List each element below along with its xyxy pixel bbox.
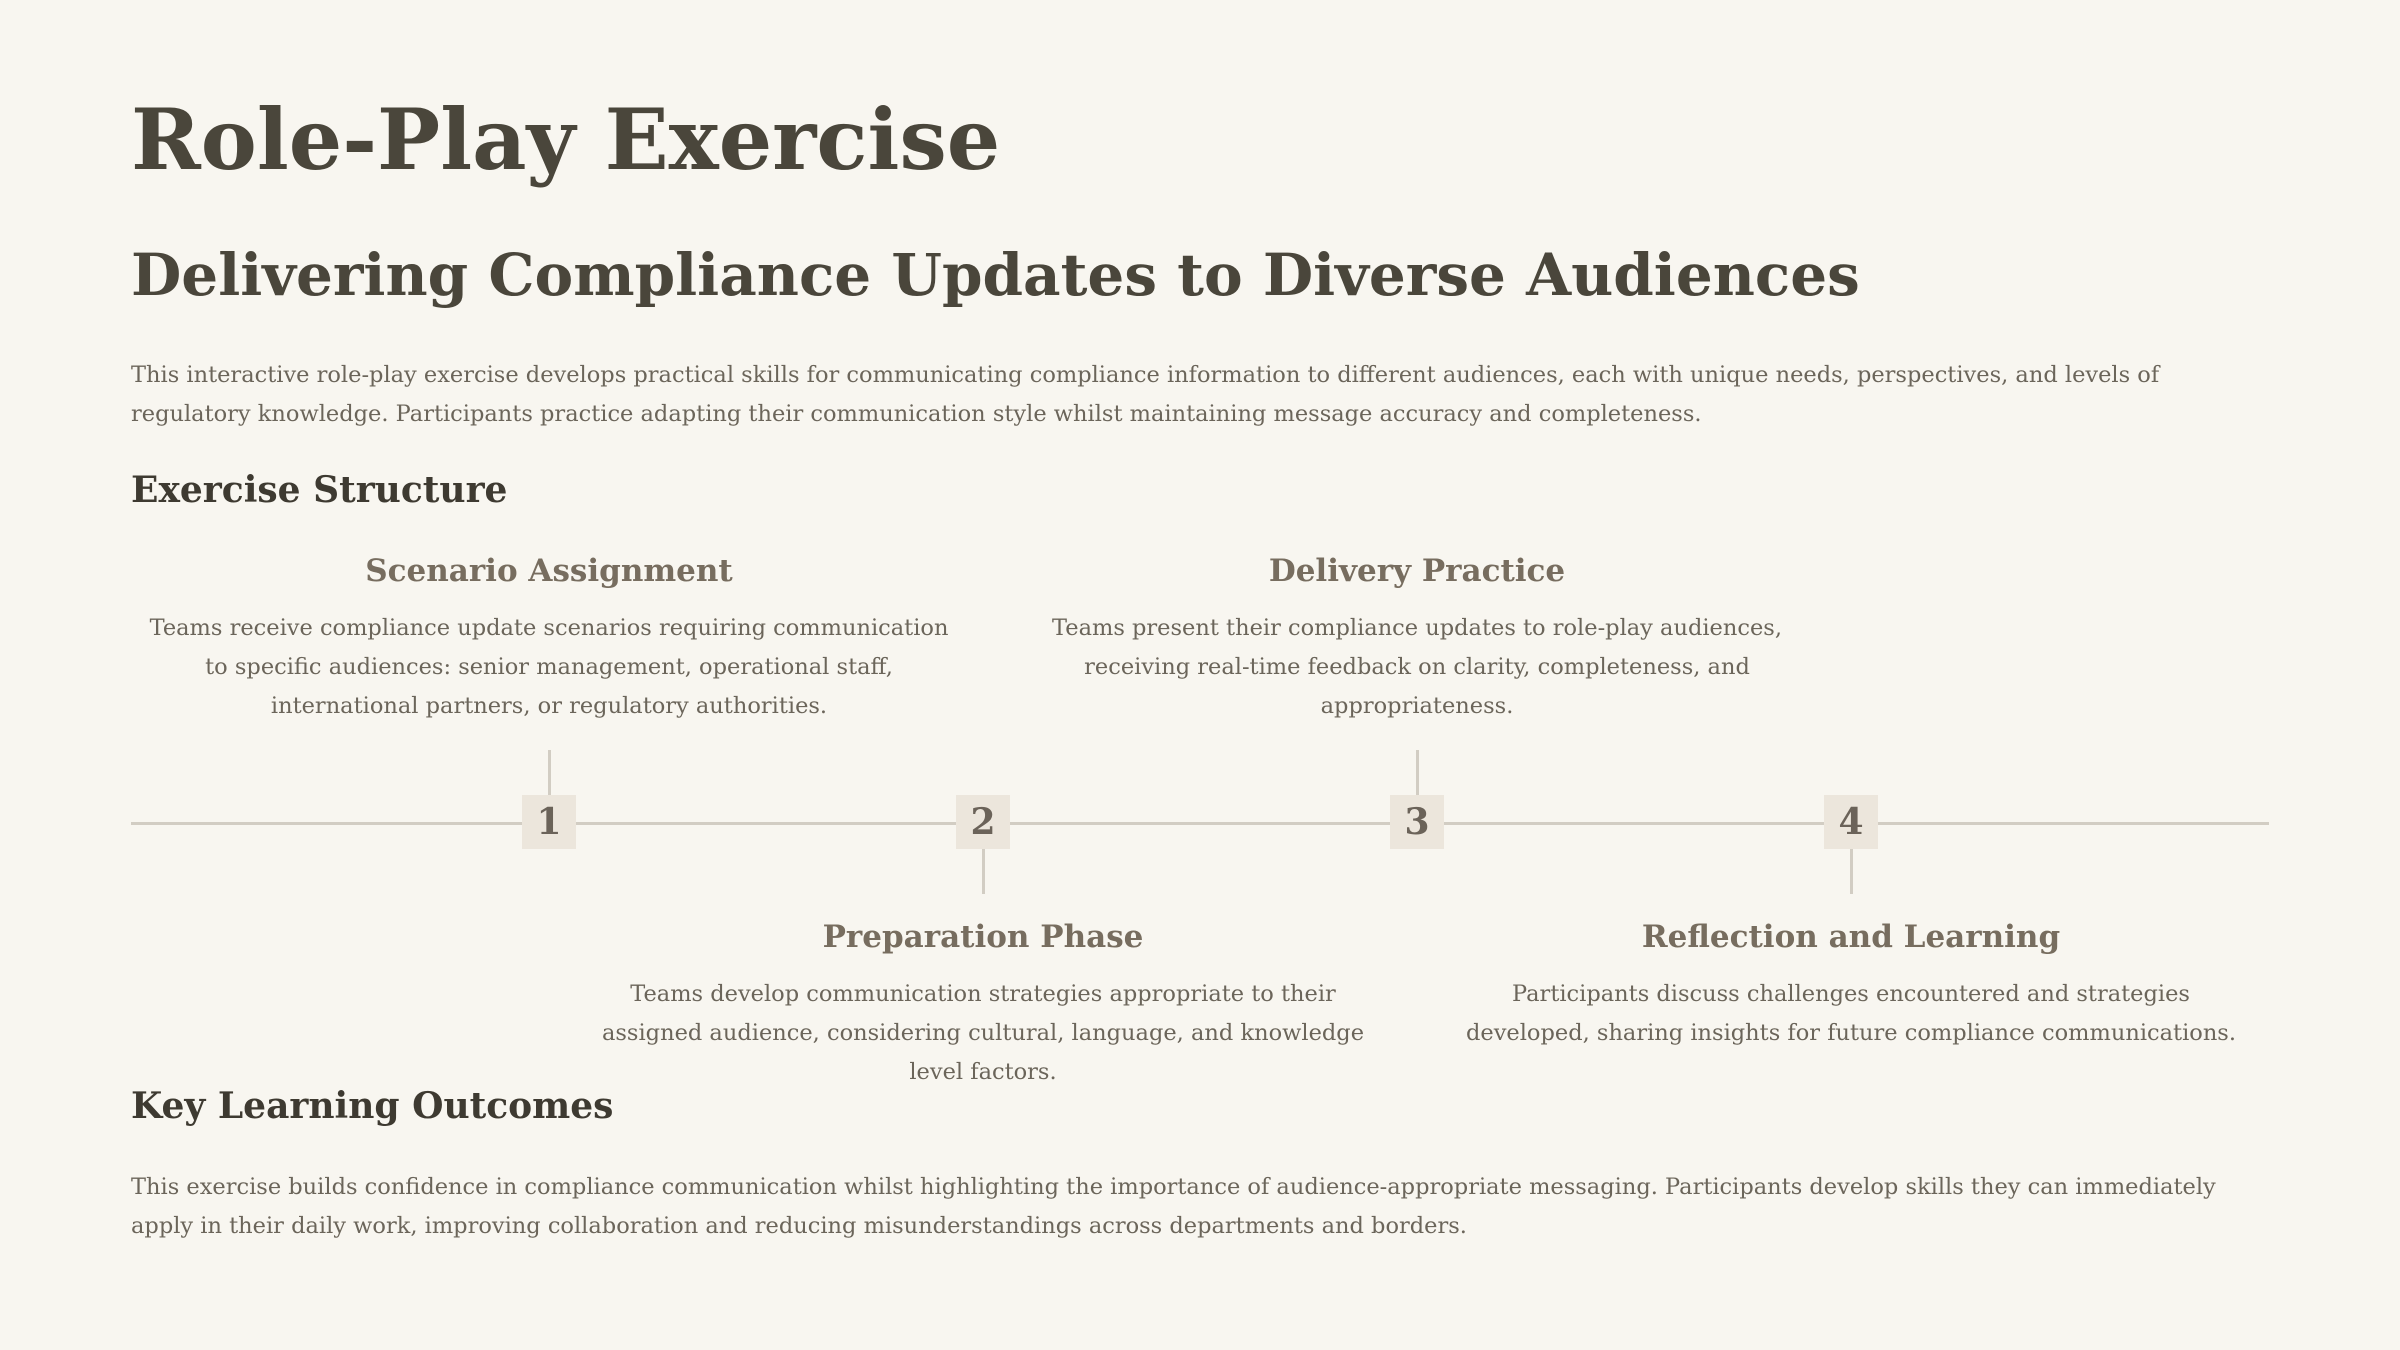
timeline-connector <box>547 750 551 795</box>
step-number-badge: 4 <box>1824 795 1878 849</box>
learning-outcomes-heading: Key Learning Outcomes <box>131 1085 614 1127</box>
step-number-badge: 1 <box>522 795 576 849</box>
exercise-structure-heading: Exercise Structure <box>131 469 508 511</box>
page-subtitle: Delivering Compliance Updates to Diverse… <box>131 241 1860 309</box>
timeline-step-3: Delivery Practice Teams present their co… <box>1017 556 1817 726</box>
step-number-badge: 3 <box>1390 795 1444 849</box>
step-description: Teams receive compliance update scenario… <box>149 615 949 719</box>
timeline-connector <box>981 849 985 894</box>
page-title: Role-Play Exercise <box>131 90 1001 189</box>
timeline-connector <box>1849 849 1853 894</box>
step-number-badge: 2 <box>956 795 1010 849</box>
timeline-line <box>131 822 2269 825</box>
timeline-connector <box>1415 750 1419 795</box>
timeline-step-1: Scenario Assignment Teams receive compli… <box>149 556 949 726</box>
step-description: Participants discuss challenges encounte… <box>1465 981 2237 1046</box>
intro-paragraph: This interactive role-play exercise deve… <box>131 362 2160 427</box>
step-description: Teams present their compliance updates t… <box>1052 615 1782 719</box>
step-description: Teams develop communication strategies a… <box>601 981 1365 1085</box>
step-title: Reflection and Learning <box>1641 919 2061 955</box>
step-title: Preparation Phase <box>822 919 1144 955</box>
timeline-step-2: Preparation Phase Teams develop communic… <box>583 922 1383 1092</box>
timeline-step-4: Reflection and Learning Participants dis… <box>1451 922 2251 1053</box>
step-title: Delivery Practice <box>1268 553 1566 589</box>
learning-outcomes-paragraph: This exercise builds confidence in compl… <box>131 1174 2216 1239</box>
step-title: Scenario Assignment <box>365 553 733 589</box>
page: Role-Play Exercise Delivering Compliance… <box>131 0 2269 1350</box>
